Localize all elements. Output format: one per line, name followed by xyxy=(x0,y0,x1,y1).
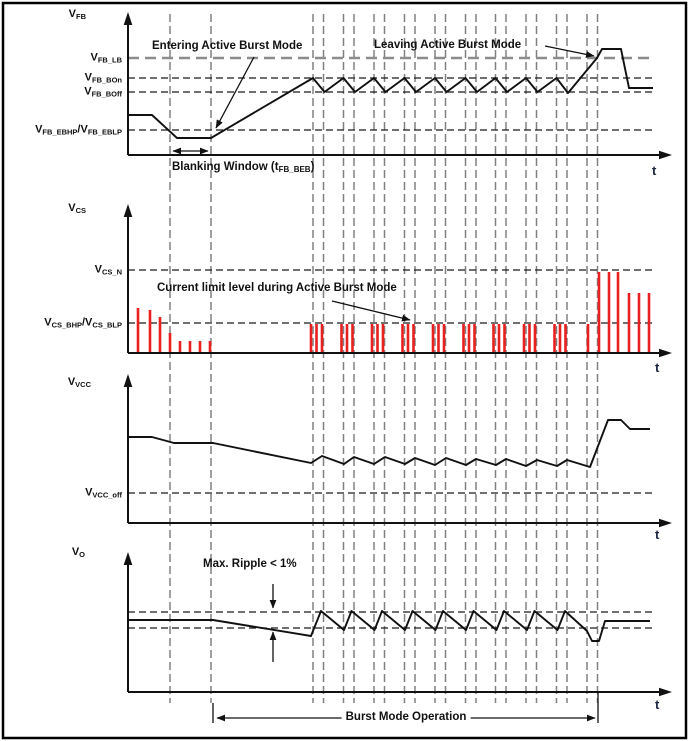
vcs-time-axis-label: t xyxy=(655,360,660,375)
leaving-burst-annotation: Leaving Active Burst Mode xyxy=(374,39,522,51)
blanking-window-annotation: Blanking Window (tFB_BEB) xyxy=(172,161,315,174)
vfb-ebhp-eblp-level-label: VFB_EBHP/VFB_EBLP xyxy=(35,123,122,137)
vcs-axis-label: VCS xyxy=(68,202,86,215)
vfb-axis-label: VFB xyxy=(68,8,86,21)
vfb-bon-level-label: VFB_BOn xyxy=(84,71,122,85)
entering-burst-annotation: Entering Active Burst Mode xyxy=(152,40,303,52)
current-limit-annotation: Current limit level during Active Burst … xyxy=(157,282,397,294)
vfb-time-axis-label: t xyxy=(652,163,657,178)
burst-mode-operation-annotation: Burst Mode Operation xyxy=(341,711,471,725)
vvcc-axis-label: VVCC xyxy=(67,376,91,389)
max-ripple-annotation: Max. Ripple < 1% xyxy=(203,558,297,570)
vo-axis-label: VO xyxy=(71,546,85,559)
vcs-bhp-blp-level-label: VCS_BHP/VCS_BLP xyxy=(44,316,122,330)
vfb-boff-level-label: VFB_BOff xyxy=(84,85,122,99)
vo-time-axis-label: t xyxy=(655,697,660,712)
vfb-lb-level-label: VFB_LB xyxy=(90,51,122,65)
vvcc-time-axis-label: t xyxy=(655,527,660,542)
vcs-n-level-label: VCS_N xyxy=(94,263,122,277)
vvcc-off-level-label: VVCC_off xyxy=(85,486,122,500)
